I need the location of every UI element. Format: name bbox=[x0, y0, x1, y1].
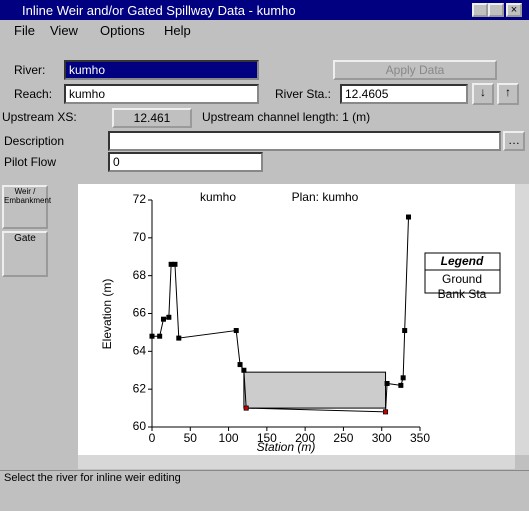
point bbox=[406, 214, 412, 220]
point bbox=[383, 409, 388, 414]
menu-item[interactable]: View bbox=[50, 23, 78, 38]
x-tick-label: 100 bbox=[219, 431, 239, 445]
chart-title: kumho bbox=[200, 190, 236, 204]
point bbox=[244, 406, 249, 411]
y-tick-label: 72 bbox=[133, 192, 147, 206]
weir bbox=[243, 371, 387, 409]
label: Pilot Flow bbox=[4, 155, 57, 169]
point bbox=[233, 328, 239, 334]
maximize[interactable] bbox=[488, 3, 504, 17]
value: 0 bbox=[113, 155, 120, 169]
point bbox=[400, 375, 406, 381]
label: Gate bbox=[14, 233, 36, 244]
reach-select[interactable]: kumho bbox=[64, 84, 259, 104]
description-input[interactable] bbox=[108, 131, 501, 151]
menu-item[interactable]: Help bbox=[164, 23, 191, 38]
gate-button[interactable]: Gate bbox=[2, 231, 48, 277]
y-tick-label: 68 bbox=[133, 268, 147, 282]
river-select[interactable]: kumho bbox=[64, 60, 259, 80]
label: River Sta.: bbox=[275, 87, 332, 101]
point bbox=[384, 380, 390, 386]
point bbox=[157, 333, 163, 339]
down-button[interactable]: ↓ bbox=[472, 83, 494, 105]
h-scrollbar[interactable] bbox=[78, 455, 515, 469]
label: Description bbox=[4, 134, 65, 148]
point bbox=[166, 314, 172, 320]
weir-button[interactable]: Weir / Embankment bbox=[2, 185, 52, 229]
y-tick-label: 64 bbox=[133, 344, 147, 358]
legend bbox=[424, 252, 501, 294]
value: kumho bbox=[69, 63, 106, 77]
pilot-flow-input[interactable]: 0 bbox=[108, 152, 263, 172]
close[interactable]: × bbox=[506, 3, 522, 17]
label: River: bbox=[14, 63, 46, 77]
window-title: Inline Weir and/or Gated Spillway Data -… bbox=[22, 3, 296, 18]
chart-subtitle: Plan: kumho bbox=[292, 190, 359, 204]
apply-button[interactable]: Apply Data bbox=[333, 60, 497, 80]
v-scrollbar[interactable] bbox=[515, 184, 529, 455]
menu-item[interactable]: Options bbox=[100, 23, 145, 38]
x-tick-label: 150 bbox=[257, 431, 277, 445]
x-tick-label: 350 bbox=[410, 431, 430, 445]
x-tick-label: 300 bbox=[372, 431, 392, 445]
legend-label: Ground bbox=[442, 272, 482, 286]
menu-bar: File View Options Help bbox=[0, 21, 529, 39]
y-tick-label: 62 bbox=[133, 381, 147, 395]
label: Weir / Embankment bbox=[4, 187, 52, 205]
label: Reach: bbox=[14, 87, 53, 101]
y-axis-label: Elevation (m) bbox=[100, 279, 114, 350]
status-text: Select the river for inline weir editing bbox=[4, 472, 181, 484]
chart: kumho Plan: kumho Station (m) Elevation … bbox=[78, 184, 515, 455]
y-tick-label: 70 bbox=[133, 230, 147, 244]
x-tick-label: 50 bbox=[184, 431, 198, 445]
label: Apply Data bbox=[385, 63, 445, 77]
point bbox=[398, 382, 404, 388]
label: Upstream XS: bbox=[2, 110, 77, 124]
title-bar: Inline Weir and/or Gated Spillway Data -… bbox=[0, 0, 529, 20]
more-button[interactable]: … bbox=[503, 131, 525, 151]
point bbox=[176, 335, 182, 341]
value: 12.461 bbox=[133, 111, 171, 125]
legend-title: Legend bbox=[441, 254, 484, 268]
value: 12.4605 bbox=[345, 87, 389, 101]
menu-item[interactable]: File bbox=[14, 23, 35, 38]
up-button[interactable]: ↑ bbox=[497, 83, 519, 105]
point bbox=[237, 362, 243, 368]
x-tick-label: 200 bbox=[295, 431, 315, 445]
x-tick-label: 0 bbox=[149, 431, 156, 445]
upstream-xs[interactable]: 12.461 bbox=[112, 108, 192, 128]
y-tick-label: 66 bbox=[133, 306, 147, 320]
point bbox=[402, 328, 408, 334]
point bbox=[168, 261, 174, 267]
label: Upstream channel length: 1 (m) bbox=[202, 110, 371, 124]
point bbox=[149, 333, 155, 339]
legend-label: Bank Sta bbox=[438, 287, 487, 301]
point bbox=[160, 316, 166, 322]
y-tick-label: 60 bbox=[133, 419, 147, 433]
point bbox=[172, 261, 178, 267]
status-bar: Select the river for inline weir editing bbox=[0, 470, 529, 487]
minimize[interactable] bbox=[472, 3, 488, 17]
x-tick-label: 250 bbox=[333, 431, 353, 445]
value: kumho bbox=[69, 87, 106, 101]
x-axis-label: Station (m) bbox=[257, 440, 316, 454]
station-select[interactable]: 12.4605 bbox=[340, 84, 468, 104]
point bbox=[241, 367, 247, 373]
